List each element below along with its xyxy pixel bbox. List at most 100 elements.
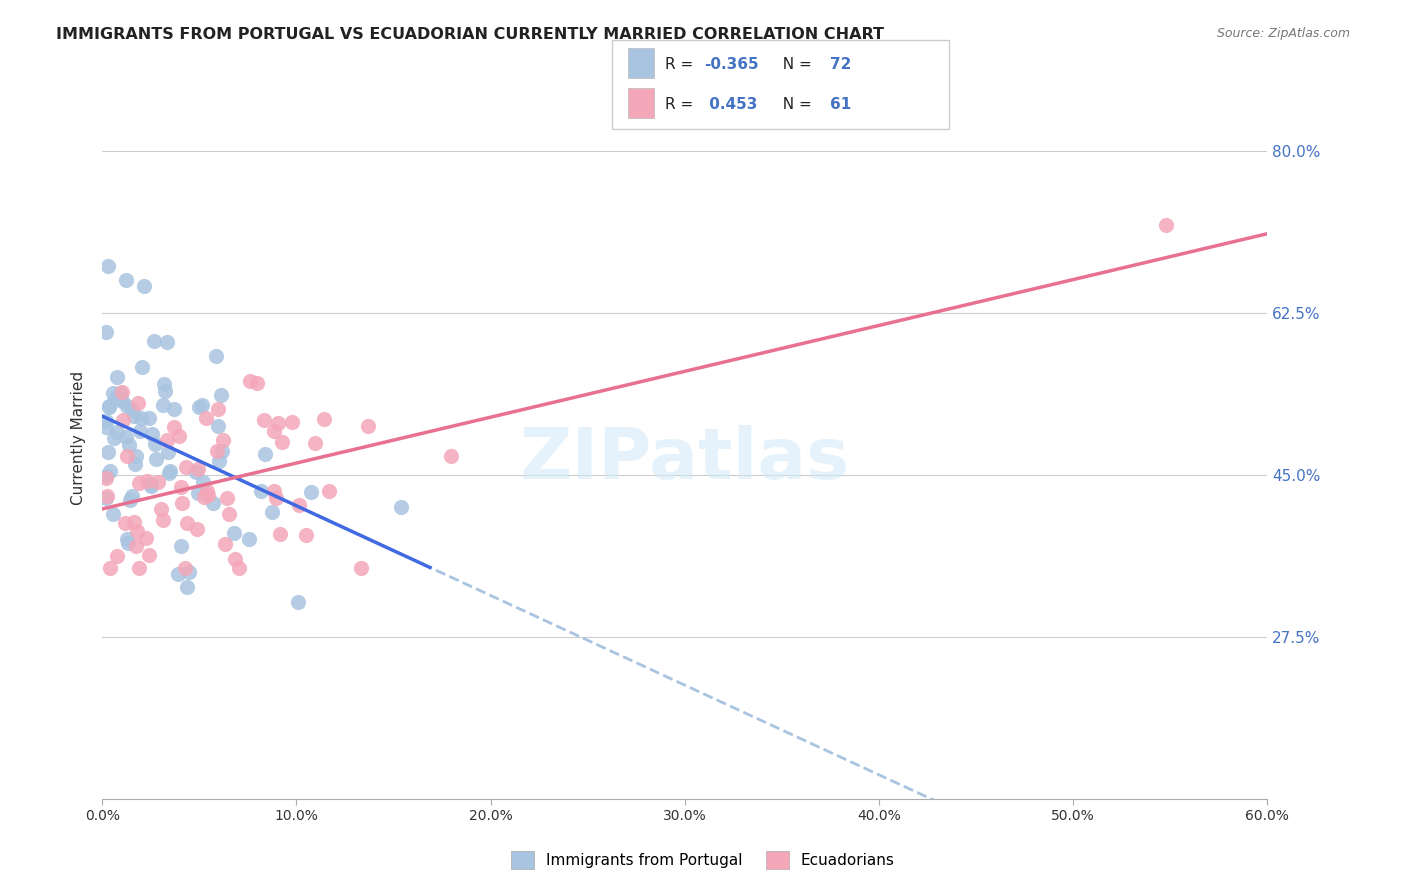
Point <box>132 279 155 293</box>
Point <box>115 272 138 286</box>
Text: 0.453: 0.453 <box>704 97 758 112</box>
Point <box>114 516 136 531</box>
Text: R =: R = <box>665 57 699 71</box>
Point <box>214 536 236 550</box>
Point <box>209 388 232 402</box>
Point <box>187 462 209 476</box>
Point <box>304 435 326 450</box>
Point <box>191 398 214 412</box>
Point <box>350 561 373 575</box>
Text: Source: ZipAtlas.com: Source: ZipAtlas.com <box>1216 27 1350 40</box>
Point <box>125 539 148 553</box>
Point <box>135 532 157 546</box>
Point <box>149 501 172 516</box>
Point <box>195 484 218 499</box>
Point <box>97 445 120 459</box>
Point <box>121 489 143 503</box>
Point <box>98 561 121 575</box>
Point <box>152 398 174 412</box>
Point <box>186 522 208 536</box>
Point <box>156 433 179 447</box>
Point <box>269 527 291 541</box>
Point <box>193 475 215 489</box>
Point <box>246 376 269 390</box>
Point <box>115 532 138 546</box>
Point <box>97 399 120 413</box>
Point <box>170 480 193 494</box>
Point <box>194 411 217 425</box>
Point <box>153 377 176 392</box>
Point <box>281 416 304 430</box>
Point <box>159 464 181 478</box>
Point <box>103 507 125 521</box>
Point <box>94 491 117 505</box>
Point <box>312 412 335 426</box>
Point <box>105 425 128 439</box>
Point <box>128 561 150 575</box>
Point <box>207 419 229 434</box>
Point <box>139 476 162 491</box>
Point <box>124 457 146 471</box>
Point <box>163 420 186 434</box>
Point <box>157 466 180 480</box>
Point <box>228 561 250 575</box>
Point <box>141 426 163 441</box>
Point <box>208 454 231 468</box>
Point <box>100 464 122 478</box>
Text: 72: 72 <box>830 57 851 71</box>
Text: N =: N = <box>773 97 817 112</box>
Point <box>111 384 134 399</box>
Point <box>163 401 186 416</box>
Point <box>207 401 229 416</box>
Point <box>264 491 287 506</box>
Point <box>129 411 152 425</box>
Text: N =: N = <box>773 57 817 71</box>
Point <box>114 430 136 444</box>
Point <box>104 392 127 406</box>
Point <box>94 419 117 434</box>
Point <box>357 419 380 434</box>
Point <box>138 548 160 562</box>
Point <box>205 444 228 458</box>
Point <box>253 447 276 461</box>
Point <box>156 335 179 350</box>
Point <box>260 504 283 518</box>
Point <box>249 484 271 499</box>
Point <box>94 325 117 339</box>
Point <box>270 435 292 450</box>
Text: R =: R = <box>665 97 699 112</box>
Text: ZIPatlas: ZIPatlas <box>520 425 849 494</box>
Point <box>167 429 190 443</box>
Point <box>103 432 125 446</box>
Point <box>174 460 197 475</box>
Point <box>146 475 169 489</box>
Text: IMMIGRANTS FROM PORTUGAL VS ECUADORIAN CURRENTLY MARRIED CORRELATION CHART: IMMIGRANTS FROM PORTUGAL VS ECUADORIAN C… <box>56 27 884 42</box>
Text: 61: 61 <box>830 97 851 112</box>
Point <box>115 399 138 413</box>
Point <box>108 385 131 400</box>
Point <box>239 374 262 388</box>
Point <box>179 565 201 579</box>
Point <box>193 490 215 504</box>
Point <box>105 549 128 563</box>
Point <box>174 561 197 575</box>
Point <box>440 449 463 463</box>
Point <box>267 417 290 431</box>
Point <box>135 475 157 489</box>
Point <box>122 409 145 423</box>
Point <box>1156 219 1178 233</box>
Point <box>96 489 118 503</box>
Point <box>105 369 128 384</box>
Point <box>218 507 240 521</box>
Point <box>318 484 340 499</box>
Point <box>101 385 124 400</box>
Point <box>127 396 149 410</box>
Point <box>94 468 117 483</box>
Point <box>288 499 311 513</box>
Point <box>97 400 120 414</box>
Point <box>125 450 148 464</box>
Point <box>172 496 194 510</box>
Point <box>125 524 148 538</box>
Point <box>224 551 246 566</box>
Point <box>187 486 209 500</box>
